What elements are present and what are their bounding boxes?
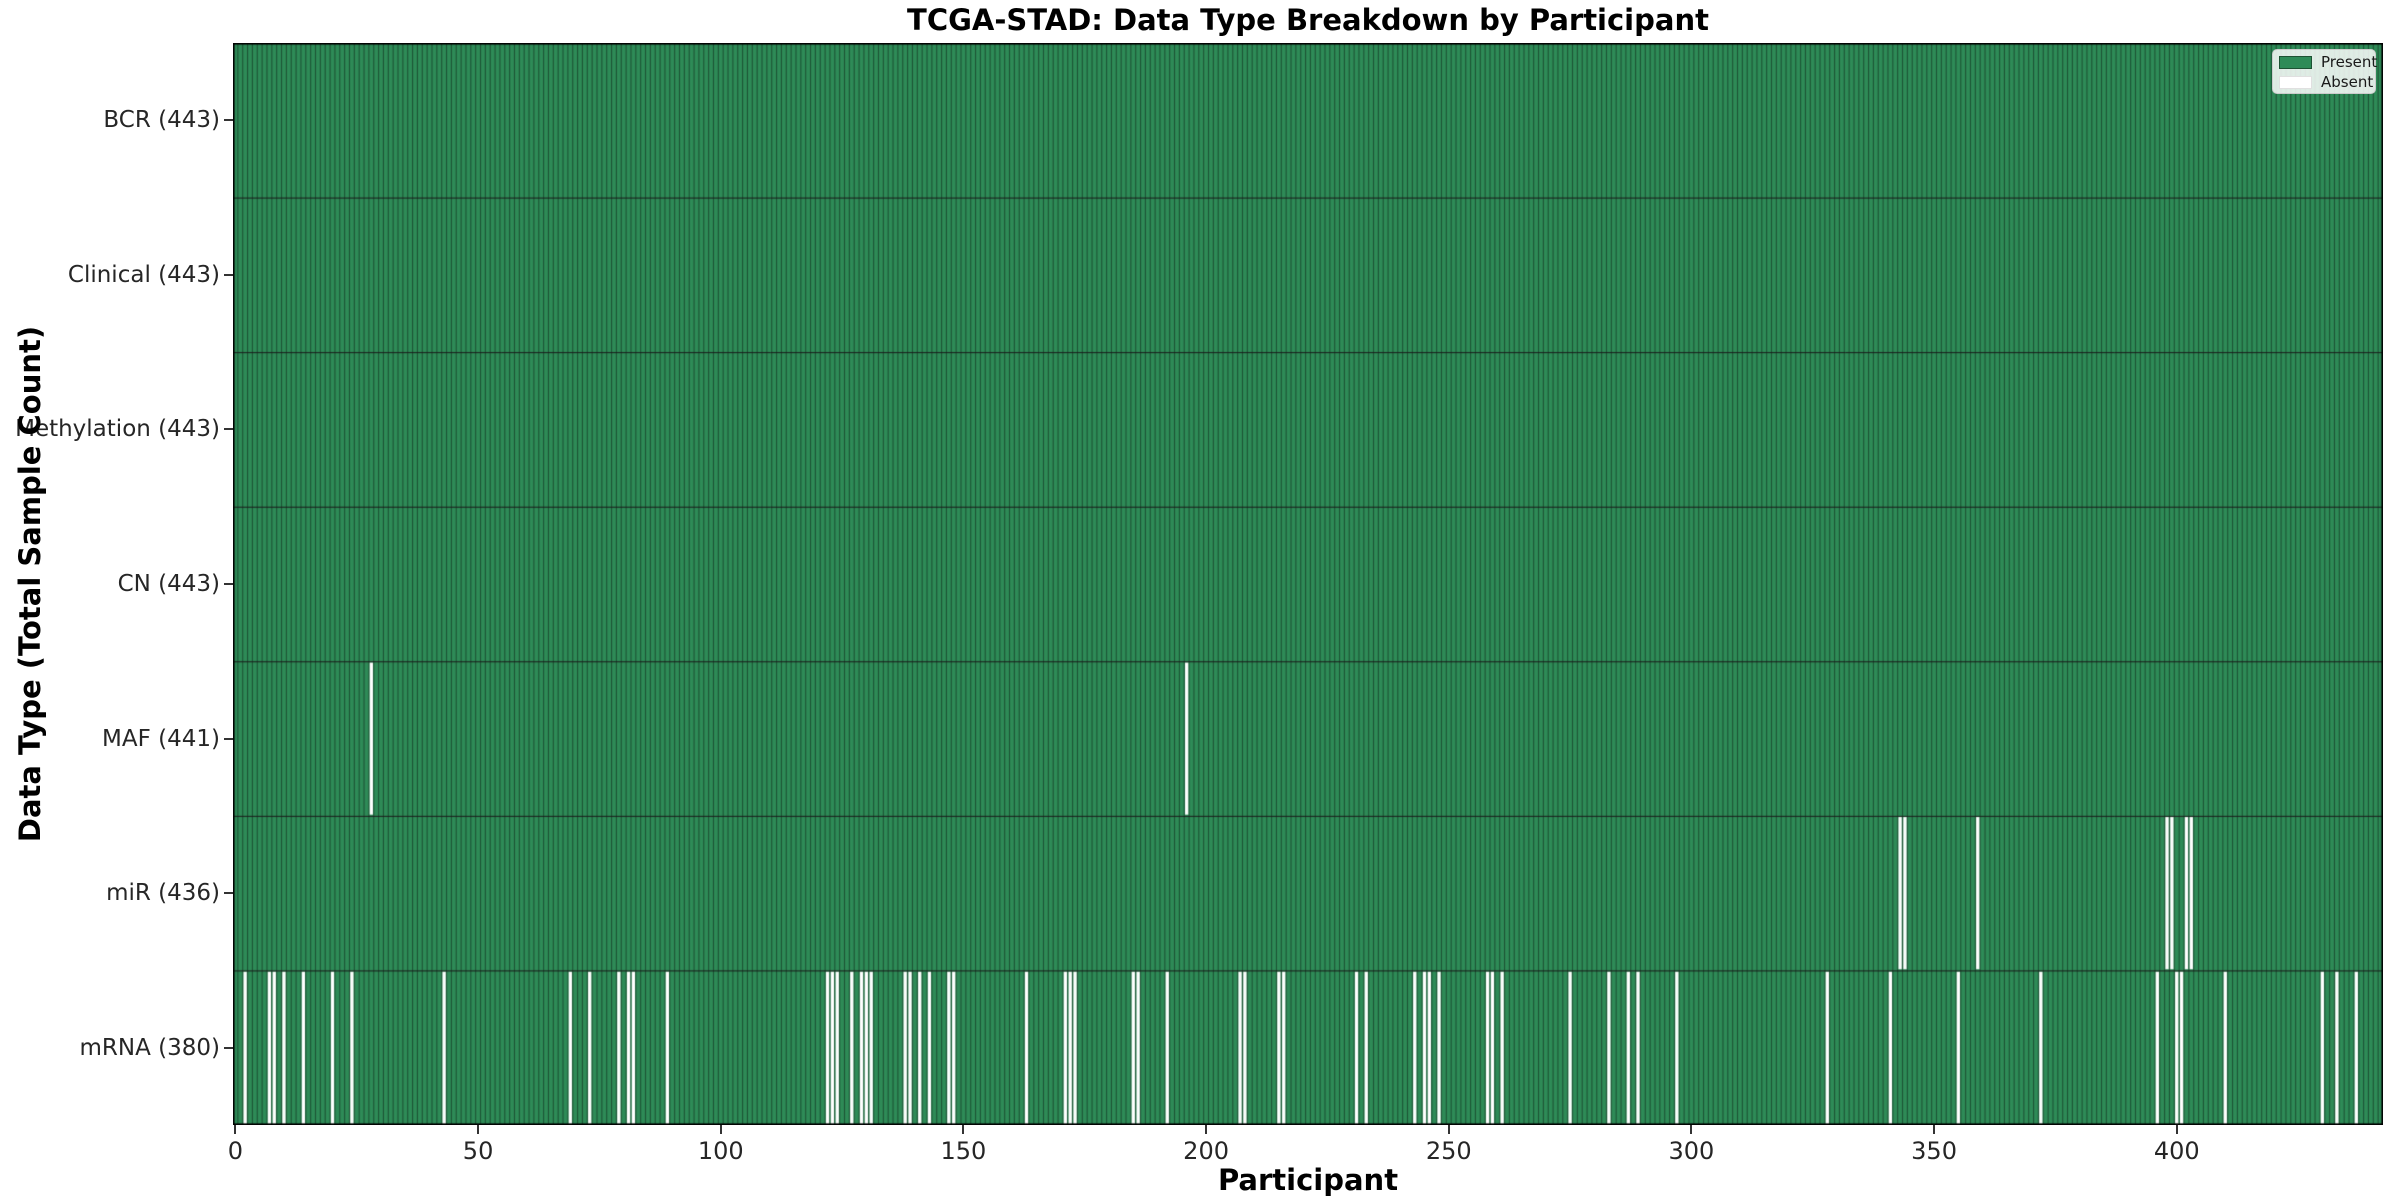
y-axis-label: Data Type (Total Sample Count) <box>13 325 47 843</box>
x-tick-mark <box>2175 1125 2178 1134</box>
x-tick-label: 0 <box>227 1137 244 1165</box>
x-tick-label: 400 <box>2153 1137 2200 1165</box>
y-tick-label: CN (443) <box>117 571 220 597</box>
legend-label-present: Present <box>2321 53 2378 71</box>
y-tick-mark <box>224 1046 233 1049</box>
y-tick-mark <box>224 737 233 740</box>
x-tick-label: 50 <box>462 1137 494 1165</box>
x-tick-label: 200 <box>1183 1137 1229 1165</box>
x-tick-mark <box>477 1125 480 1134</box>
x-tick-label: 350 <box>1911 1137 1957 1165</box>
x-tick-mark <box>1690 1125 1693 1134</box>
x-tick-mark <box>1205 1125 1208 1134</box>
present-swatch-icon <box>2279 55 2312 69</box>
x-tick-mark <box>234 1125 237 1134</box>
y-tick-mark <box>224 273 233 276</box>
x-tick-label: 150 <box>940 1137 987 1165</box>
y-tick-mark <box>224 892 233 895</box>
x-tick-label: 300 <box>1668 1137 1715 1165</box>
x-tick-mark <box>962 1125 965 1134</box>
x-tick-mark <box>719 1125 722 1134</box>
x-axis-label: Participant <box>1217 1163 1399 1197</box>
y-tick-label: Clinical (443) <box>67 261 220 288</box>
legend: Present Absent <box>2272 49 2378 94</box>
y-tick-label: mRNA (380) <box>79 1034 220 1061</box>
y-tick-mark <box>224 583 233 585</box>
y-tick-label: MAF (441) <box>102 725 220 752</box>
x-tick-mark <box>1447 1125 1450 1134</box>
legend-label-absent: Absent <box>2321 73 2374 91</box>
chart-title: TCGA-STAD: Data Type Breakdown by Partic… <box>907 3 1709 37</box>
y-tick-label: BCR (443) <box>103 107 220 134</box>
y-tick-mark <box>224 119 233 122</box>
y-tick-label: Methylation (443) <box>15 416 220 443</box>
y-tick-mark <box>224 428 233 431</box>
legend-item-present: Present <box>2279 52 2378 72</box>
y-tick-label: miR (436) <box>106 880 220 907</box>
x-tick-mark <box>1933 1125 1936 1134</box>
heatmap-plot-area <box>233 43 2383 1125</box>
x-tick-label: 250 <box>1425 1137 1472 1165</box>
x-tick-label: 100 <box>697 1137 744 1165</box>
legend-item-absent: Absent <box>2279 72 2375 92</box>
absent-swatch-icon <box>2279 75 2312 89</box>
